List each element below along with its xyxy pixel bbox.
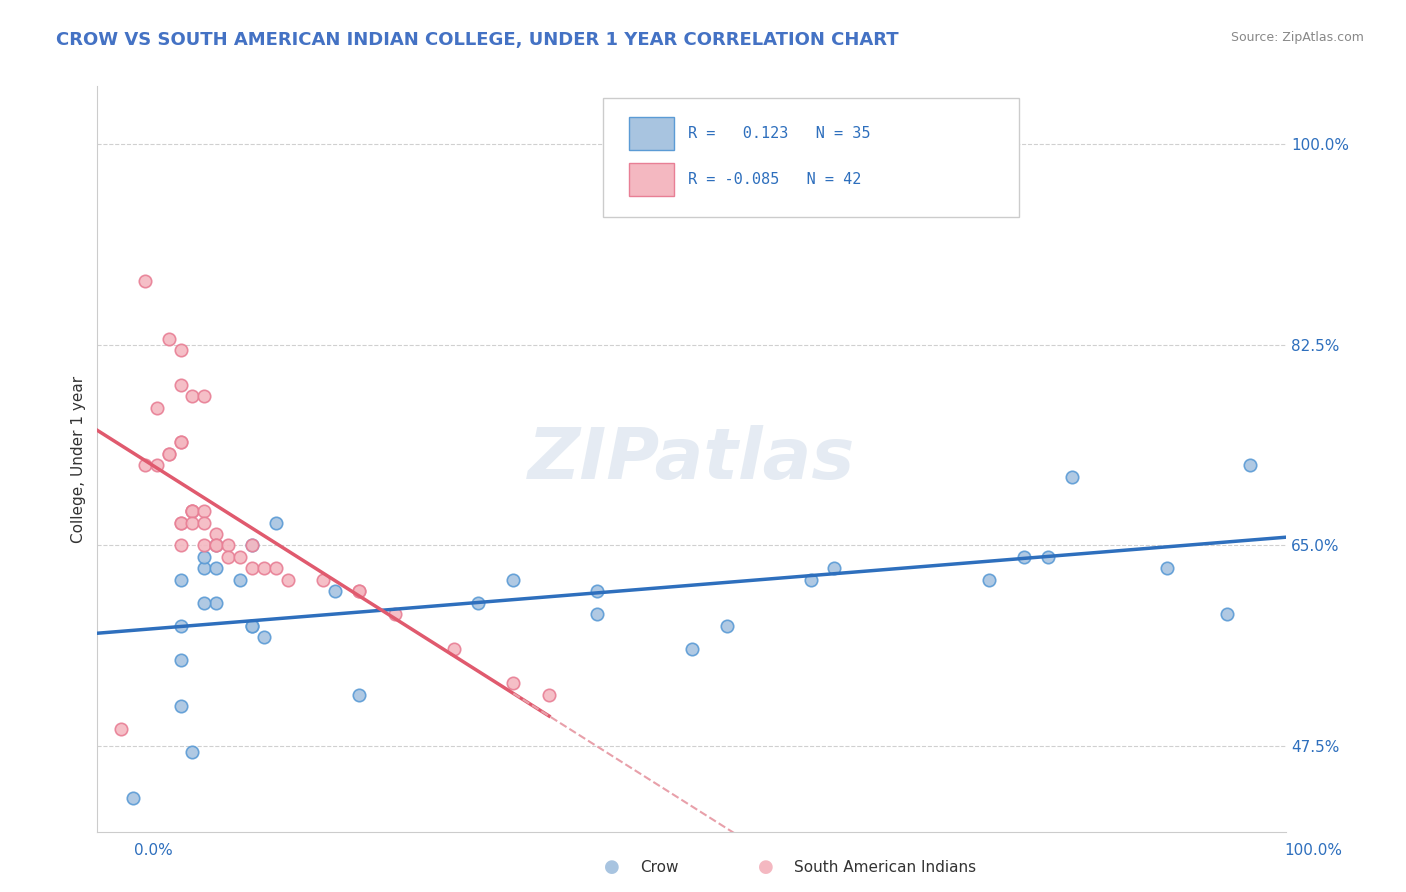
Point [217,549,239,564]
Point [205,539,228,553]
Point [146,401,169,415]
Point [347,584,370,599]
Point [169,377,191,392]
Point [169,516,191,530]
Point [217,539,239,553]
Point [264,516,287,530]
Point [193,504,215,518]
Point [169,619,191,633]
Point [205,596,228,610]
FancyBboxPatch shape [628,163,673,196]
Text: R =   0.123   N = 35: R = 0.123 N = 35 [688,126,870,141]
Point [205,539,228,553]
Point [1038,549,1060,564]
Point [193,561,215,575]
Text: South American Indians: South American Indians [794,861,977,875]
Point [169,343,191,358]
Point [264,561,287,575]
Point [823,561,845,575]
Point [205,527,228,541]
Point [229,549,252,564]
Point [181,516,204,530]
Point [240,619,263,633]
Y-axis label: College, Under 1 year: College, Under 1 year [72,376,86,543]
Point [169,539,191,553]
Point [253,630,276,644]
Point [193,539,215,553]
Point [122,791,145,805]
Point [157,447,180,461]
Point [716,619,738,633]
Point [169,516,191,530]
Point [240,561,263,575]
Point [1239,458,1261,472]
Point [312,573,335,587]
Point [443,641,465,656]
Point [323,584,346,599]
Text: CROW VS SOUTH AMERICAN INDIAN COLLEGE, UNDER 1 YEAR CORRELATION CHART: CROW VS SOUTH AMERICAN INDIAN COLLEGE, U… [56,31,898,49]
Point [205,561,228,575]
Point [181,504,204,518]
Point [585,584,607,599]
Point [799,573,821,587]
Text: 100.0%: 100.0% [1285,843,1343,858]
Point [240,539,263,553]
Point [1060,469,1083,483]
Point [240,539,263,553]
Point [181,504,204,518]
Point [977,573,1000,587]
Point [169,435,191,450]
Point [193,596,215,610]
Point [502,676,524,690]
Point [193,516,215,530]
Point [181,389,204,403]
Point [193,389,215,403]
Point [347,688,370,702]
Text: 0.0%: 0.0% [134,843,173,858]
Point [537,688,560,702]
Point [384,607,406,622]
Point [134,458,156,472]
Point [240,619,263,633]
Point [229,573,252,587]
Point [205,539,228,553]
Text: Source: ZipAtlas.com: Source: ZipAtlas.com [1230,31,1364,45]
Point [157,447,180,461]
Text: R = -0.085   N = 42: R = -0.085 N = 42 [688,172,862,187]
Point [169,573,191,587]
Point [1156,561,1178,575]
Text: Crow: Crow [640,861,678,875]
Point [146,458,169,472]
Point [181,504,204,518]
Point [1014,549,1036,564]
Point [169,435,191,450]
Point [681,641,703,656]
Point [169,699,191,714]
Point [1215,607,1237,622]
Point [277,573,299,587]
Point [253,561,276,575]
Point [169,653,191,667]
Point [134,275,156,289]
Point [193,549,215,564]
FancyBboxPatch shape [628,117,673,150]
FancyBboxPatch shape [603,97,1018,217]
Text: ●: ● [603,858,620,876]
Point [347,584,370,599]
Text: ZIPatlas: ZIPatlas [529,425,855,494]
Point [467,596,489,610]
Text: ●: ● [758,858,775,876]
Point [181,745,204,759]
Point [157,332,180,346]
Point [585,607,607,622]
Point [502,573,524,587]
Point [110,722,132,736]
